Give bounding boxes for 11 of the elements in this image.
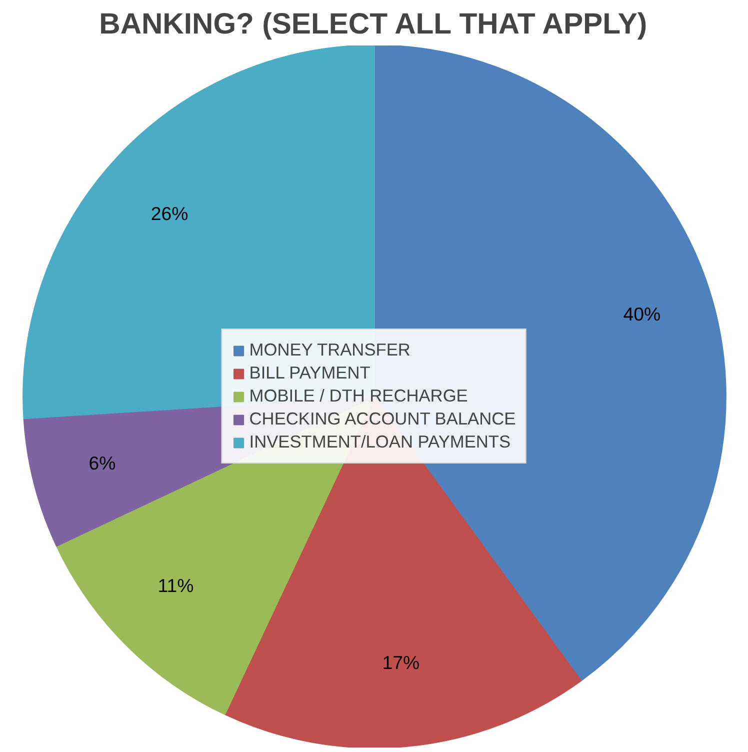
data-label: 6%: [88, 452, 116, 474]
data-label: 11%: [158, 575, 194, 596]
legend-label: MOBILE / DTH RECHARGE: [249, 386, 468, 406]
chart-title: BANKING? (SELECT ALL THAT APPLY): [99, 8, 648, 40]
data-label: 26%: [150, 202, 188, 224]
data-label: 40%: [623, 303, 661, 324]
legend-label: CHECKING ACCOUNT BALANCE: [249, 408, 516, 430]
legend-label: MONEY TRANSFER: [249, 340, 410, 360]
legend-label: BILL PAYMENT: [249, 362, 370, 384]
legend-label: INVESTMENT/LOAN PAYMENTS: [249, 432, 511, 452]
data-label: 17%: [382, 652, 420, 674]
